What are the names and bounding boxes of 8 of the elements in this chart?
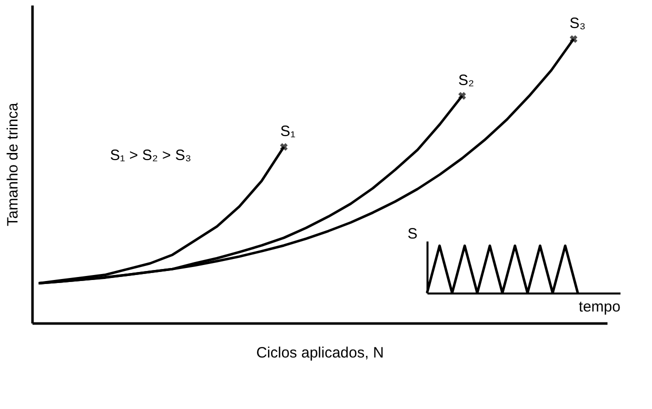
annotation: S₁ > S₂ > S₃: [110, 147, 192, 164]
y-axis-title: S: [407, 226, 418, 242]
series-label: S₁: [280, 122, 296, 140]
series-label: S₂: [458, 72, 474, 89]
x-axis-title: Ciclos aplicados, N: [256, 344, 384, 362]
series-label: S₃: [570, 15, 586, 32]
x-axis-title: tempo: [578, 298, 620, 316]
y-axis-title: Tamanho de trinca: [4, 102, 22, 226]
